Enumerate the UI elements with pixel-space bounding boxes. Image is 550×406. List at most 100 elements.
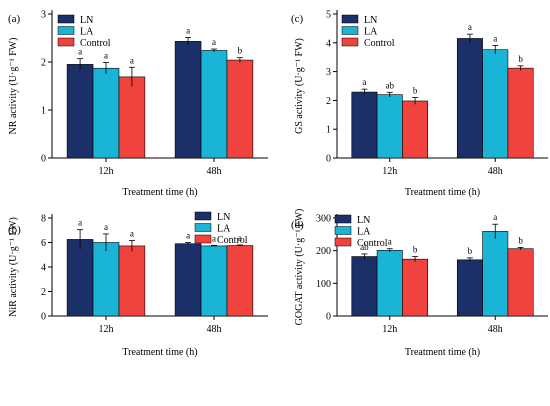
bar-ln	[66, 64, 94, 159]
significance-label: a	[186, 231, 190, 241]
significance-label: a	[78, 218, 82, 228]
significance-label: a	[362, 77, 366, 87]
legend-label: Control	[217, 235, 248, 246]
x-tick-label: 12h	[99, 324, 114, 335]
y-tick-label: 8	[41, 214, 46, 225]
legend-swatch-la	[341, 26, 359, 35]
significance-label: a	[186, 26, 190, 36]
bar-ln	[456, 259, 483, 317]
bar-la	[200, 245, 228, 317]
bar-la	[376, 94, 403, 159]
bar-la	[376, 250, 403, 317]
panel-label: (b)	[8, 224, 21, 236]
bar-ln	[66, 239, 94, 317]
y-tick-label: 3	[41, 10, 46, 21]
legend-label: LA	[364, 27, 378, 38]
legend-label: LN	[80, 15, 93, 26]
bar-la	[92, 242, 120, 317]
significance-label: a	[212, 37, 216, 47]
y-tick-label: 3	[326, 67, 331, 78]
significance-label: b	[413, 245, 418, 255]
x-tick-label: 12h	[382, 324, 397, 335]
x-axis-label: Treatment time (h)	[122, 347, 197, 358]
chart-panel-3: 0 100 200 300 (d)GOGAT activity (U·g⁻¹ FW) Tr…	[291, 209, 548, 358]
significance-label: a	[493, 33, 497, 43]
legend-swatch-control	[334, 237, 352, 247]
significance-label: ab	[386, 80, 395, 90]
chart-panel-0: 0 1 2 3 (a) NR activity (U·g⁻¹ FW) Treatment t…	[8, 10, 268, 198]
panel-label: (d)	[291, 219, 304, 231]
legend-label: LA	[80, 27, 94, 38]
legend-swatch-control	[194, 234, 212, 244]
y-tick-label: 2	[41, 287, 46, 298]
x-axis-label: Treatment time (h)	[122, 187, 197, 198]
legend-swatch-ln	[194, 211, 212, 221]
y-tick-label: 0	[41, 312, 46, 323]
y-tick-label: 0	[326, 154, 331, 165]
x-tick-label: 12h	[382, 166, 397, 177]
y-axis-label: NiR activity (U·g⁻¹ FW)	[8, 217, 19, 317]
significance-label: a	[212, 233, 216, 243]
legend-label: LN	[217, 212, 230, 223]
y-tick-label: 4	[326, 38, 331, 49]
bar-la	[482, 49, 509, 159]
significance-label: a	[238, 233, 242, 243]
legend-swatch-ln	[334, 214, 352, 224]
bar-control	[402, 258, 429, 317]
chart-panel-2: 0 2 4 6 8 (b)NiR activity (U·g⁻¹ FW) Treatment…	[8, 211, 268, 358]
legend-swatch-control	[57, 37, 75, 47]
legend-label: LN	[364, 15, 377, 26]
significance-label: b	[518, 235, 523, 245]
significance-label: a	[388, 237, 392, 247]
bar-ln	[174, 243, 202, 317]
legend-label: Control	[357, 238, 388, 249]
significance-label: b	[518, 54, 523, 64]
x-axis-label: Treatment time (h)	[405, 187, 480, 198]
y-tick-label: 4	[41, 263, 46, 274]
bar-control	[507, 248, 534, 317]
y-tick-label: 6	[41, 238, 46, 249]
legend-label: Control	[364, 38, 395, 49]
bar-ln	[351, 91, 378, 159]
y-axis-label: NR activity (U·g⁻¹ FW)	[8, 38, 19, 135]
bar-ln	[456, 38, 483, 159]
legend-swatch-ln	[57, 14, 75, 24]
significance-label: a	[78, 47, 82, 57]
bar-control	[226, 245, 254, 317]
significance-label: a	[130, 55, 134, 65]
y-tick-label: 5	[326, 10, 331, 21]
y-tick-label: 1	[326, 125, 331, 136]
y-tick-label: 2	[41, 58, 46, 69]
legend-swatch-la	[57, 26, 75, 35]
x-axis-label: Treatment time (h)	[405, 347, 480, 358]
bar-ln	[351, 256, 378, 317]
y-tick-label: 200	[316, 246, 331, 257]
significance-label: a	[130, 228, 134, 238]
legend-swatch-la	[334, 226, 352, 235]
bar-control	[507, 67, 534, 159]
x-tick-label: 48h	[488, 166, 503, 177]
legend-swatch-control	[341, 37, 359, 47]
significance-label: a	[104, 50, 108, 60]
y-tick-label: 2	[326, 96, 331, 107]
significance-label: a	[104, 222, 108, 232]
chart-panel-1: 0 1 2 3 4 5 (c) GS activity (U·g⁻¹ FW) Treatment…	[291, 10, 548, 198]
y-tick-label: 0	[326, 312, 331, 323]
legend-swatch-la	[194, 223, 212, 232]
x-tick-label: 48h	[207, 324, 222, 335]
significance-label: b	[238, 46, 243, 56]
legend-label: LA	[357, 227, 371, 238]
significance-label: b	[468, 246, 473, 256]
bar-la	[200, 50, 228, 159]
panel-label: (a)	[8, 13, 21, 25]
legend-label: LA	[217, 224, 231, 235]
significance-label: b	[413, 86, 418, 96]
significance-label: a	[468, 22, 472, 32]
y-tick-label: 100	[316, 279, 331, 290]
panel-label: (c)	[291, 13, 304, 25]
x-tick-label: 48h	[488, 324, 503, 335]
legend-label: LN	[357, 215, 370, 226]
legend-label: Control	[80, 38, 111, 49]
bar-la	[482, 231, 509, 317]
